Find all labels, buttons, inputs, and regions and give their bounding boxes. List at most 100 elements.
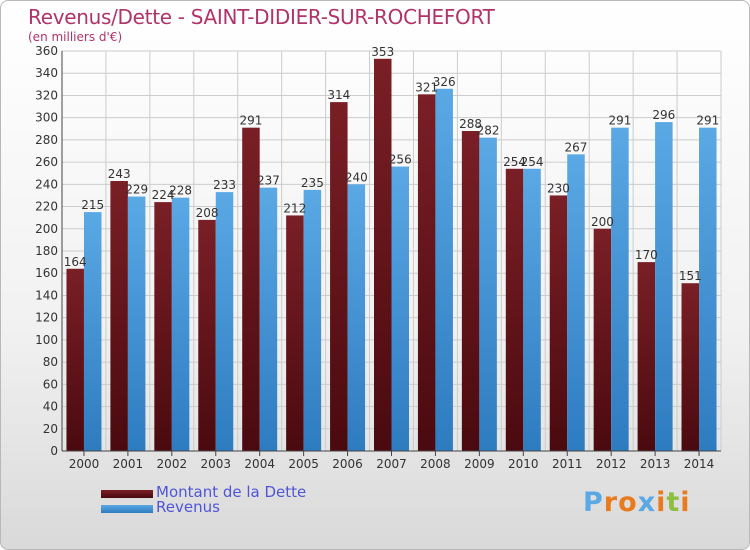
logo-letter: o: [618, 487, 638, 518]
y-tick-label: 0: [50, 444, 58, 458]
y-tick-label: 20: [43, 422, 58, 436]
value-label-dette: 151: [679, 269, 702, 283]
value-label-revenus: 233: [213, 178, 236, 192]
y-tick-label: 40: [43, 400, 58, 414]
logo-letter: i: [680, 487, 691, 518]
bar-dette-2012: [593, 228, 612, 451]
x-tick-label: 2005: [288, 457, 319, 471]
value-label-dette: 164: [64, 255, 87, 269]
value-label-revenus: 291: [608, 114, 631, 128]
value-label-dette: 288: [459, 117, 482, 131]
value-label-revenus: 235: [301, 176, 324, 190]
y-tick-label: 100: [35, 333, 58, 347]
y-tick-label: 340: [35, 66, 58, 80]
bar-dette-2001: [110, 181, 128, 451]
value-label-revenus: 228: [169, 184, 192, 198]
bar-dette-2002: [154, 202, 172, 451]
bar-revenus-2013: [655, 122, 673, 451]
x-tick-label: 2006: [332, 457, 363, 471]
value-label-dette: 314: [327, 88, 350, 102]
bar-dette-2004: [242, 127, 260, 452]
value-label-dette: 353: [371, 45, 394, 59]
y-tick-label: 240: [35, 177, 58, 191]
bar-revenus-2014: [699, 127, 717, 452]
y-tick-label: 320: [35, 88, 58, 102]
chart-subtitle: (en milliers d'€): [28, 30, 123, 44]
bar-dette-2009: [461, 131, 480, 451]
value-label-dette: 224: [152, 188, 175, 202]
y-tick-label: 300: [35, 111, 58, 125]
bar-revenus-2011: [567, 154, 585, 452]
value-label-revenus: 256: [389, 153, 412, 167]
y-tick-label: 220: [35, 200, 58, 214]
bar-dette-2014: [681, 283, 700, 451]
logo-letter: r: [603, 487, 619, 518]
logo-letter: x: [637, 487, 657, 518]
bar-dette-2000: [66, 268, 84, 451]
x-tick-label: 2007: [376, 457, 407, 471]
value-label-revenus: 282: [477, 124, 500, 138]
value-label-revenus: 296: [652, 108, 675, 122]
y-tick-label: 160: [35, 266, 58, 280]
bar-revenus-2003: [215, 192, 234, 451]
x-tick-label: 2012: [596, 457, 627, 471]
y-tick-label: 80: [43, 355, 58, 369]
value-label-dette: 321: [415, 80, 438, 94]
bars: [66, 58, 717, 452]
x-tick-label: 2004: [244, 457, 275, 471]
bar-dette-2006: [330, 102, 348, 451]
bar-revenus-2012: [611, 127, 629, 452]
legend-swatch-dette: [101, 490, 153, 498]
value-label-revenus: 254: [521, 155, 544, 169]
value-label-revenus: 240: [345, 170, 368, 184]
y-tick-label: 360: [35, 44, 58, 58]
y-tick-label: 200: [35, 222, 58, 236]
x-tick-label: 2000: [69, 457, 100, 471]
value-label-dette: 208: [196, 206, 219, 220]
value-label-dette: 212: [283, 201, 306, 215]
legend-label-dette: Montant de la Dette: [156, 483, 307, 501]
bar-revenus-2007: [391, 166, 409, 452]
legend-label-revenus: Revenus: [156, 498, 220, 516]
y-tick-label: 120: [35, 311, 58, 325]
bar-dette-2011: [549, 195, 568, 451]
value-label-revenus: 229: [125, 183, 148, 197]
x-tick-label: 2009: [464, 457, 495, 471]
value-label-dette: 230: [547, 181, 570, 195]
y-tick-label: 60: [43, 377, 58, 391]
value-label-revenus: 267: [565, 140, 588, 154]
bar-revenus-2008: [435, 88, 453, 452]
bar-revenus-2001: [127, 196, 146, 451]
x-tick-label: 2011: [552, 457, 583, 471]
bar-dette-2007: [374, 58, 392, 452]
value-label-dette: 200: [591, 215, 614, 229]
value-label-dette: 170: [635, 248, 658, 262]
value-label-revenus: 237: [257, 174, 280, 188]
bar-revenus-2002: [171, 197, 190, 451]
x-tick-label: 2002: [157, 457, 188, 471]
logo-letter: P: [583, 487, 604, 518]
y-tick-label: 180: [35, 244, 58, 258]
value-label-revenus: 215: [81, 198, 104, 212]
value-label-revenus: 326: [433, 75, 456, 89]
bar-revenus-2004: [259, 187, 278, 451]
bar-dette-2013: [637, 262, 656, 451]
legend-swatch-revenus: [101, 505, 153, 513]
x-tick-label: 2001: [113, 457, 144, 471]
bar-revenus-2005: [303, 189, 322, 451]
x-tick-label: 2008: [420, 457, 451, 471]
proxiti-logo: Proxiti: [583, 487, 691, 518]
x-tick-label: 2013: [640, 457, 671, 471]
value-label-dette: 254: [503, 155, 526, 169]
bar-dette-2003: [198, 219, 216, 451]
x-tick-label: 2010: [508, 457, 539, 471]
y-tick-label: 140: [35, 288, 58, 302]
chart-title: Revenus/Dette - SAINT-DIDIER-SUR-ROCHEFO…: [28, 5, 495, 29]
y-tick-label: 260: [35, 155, 58, 169]
value-label-revenus: 291: [696, 114, 719, 128]
logo-letter: i: [656, 487, 667, 518]
bar-dette-2005: [286, 215, 304, 451]
